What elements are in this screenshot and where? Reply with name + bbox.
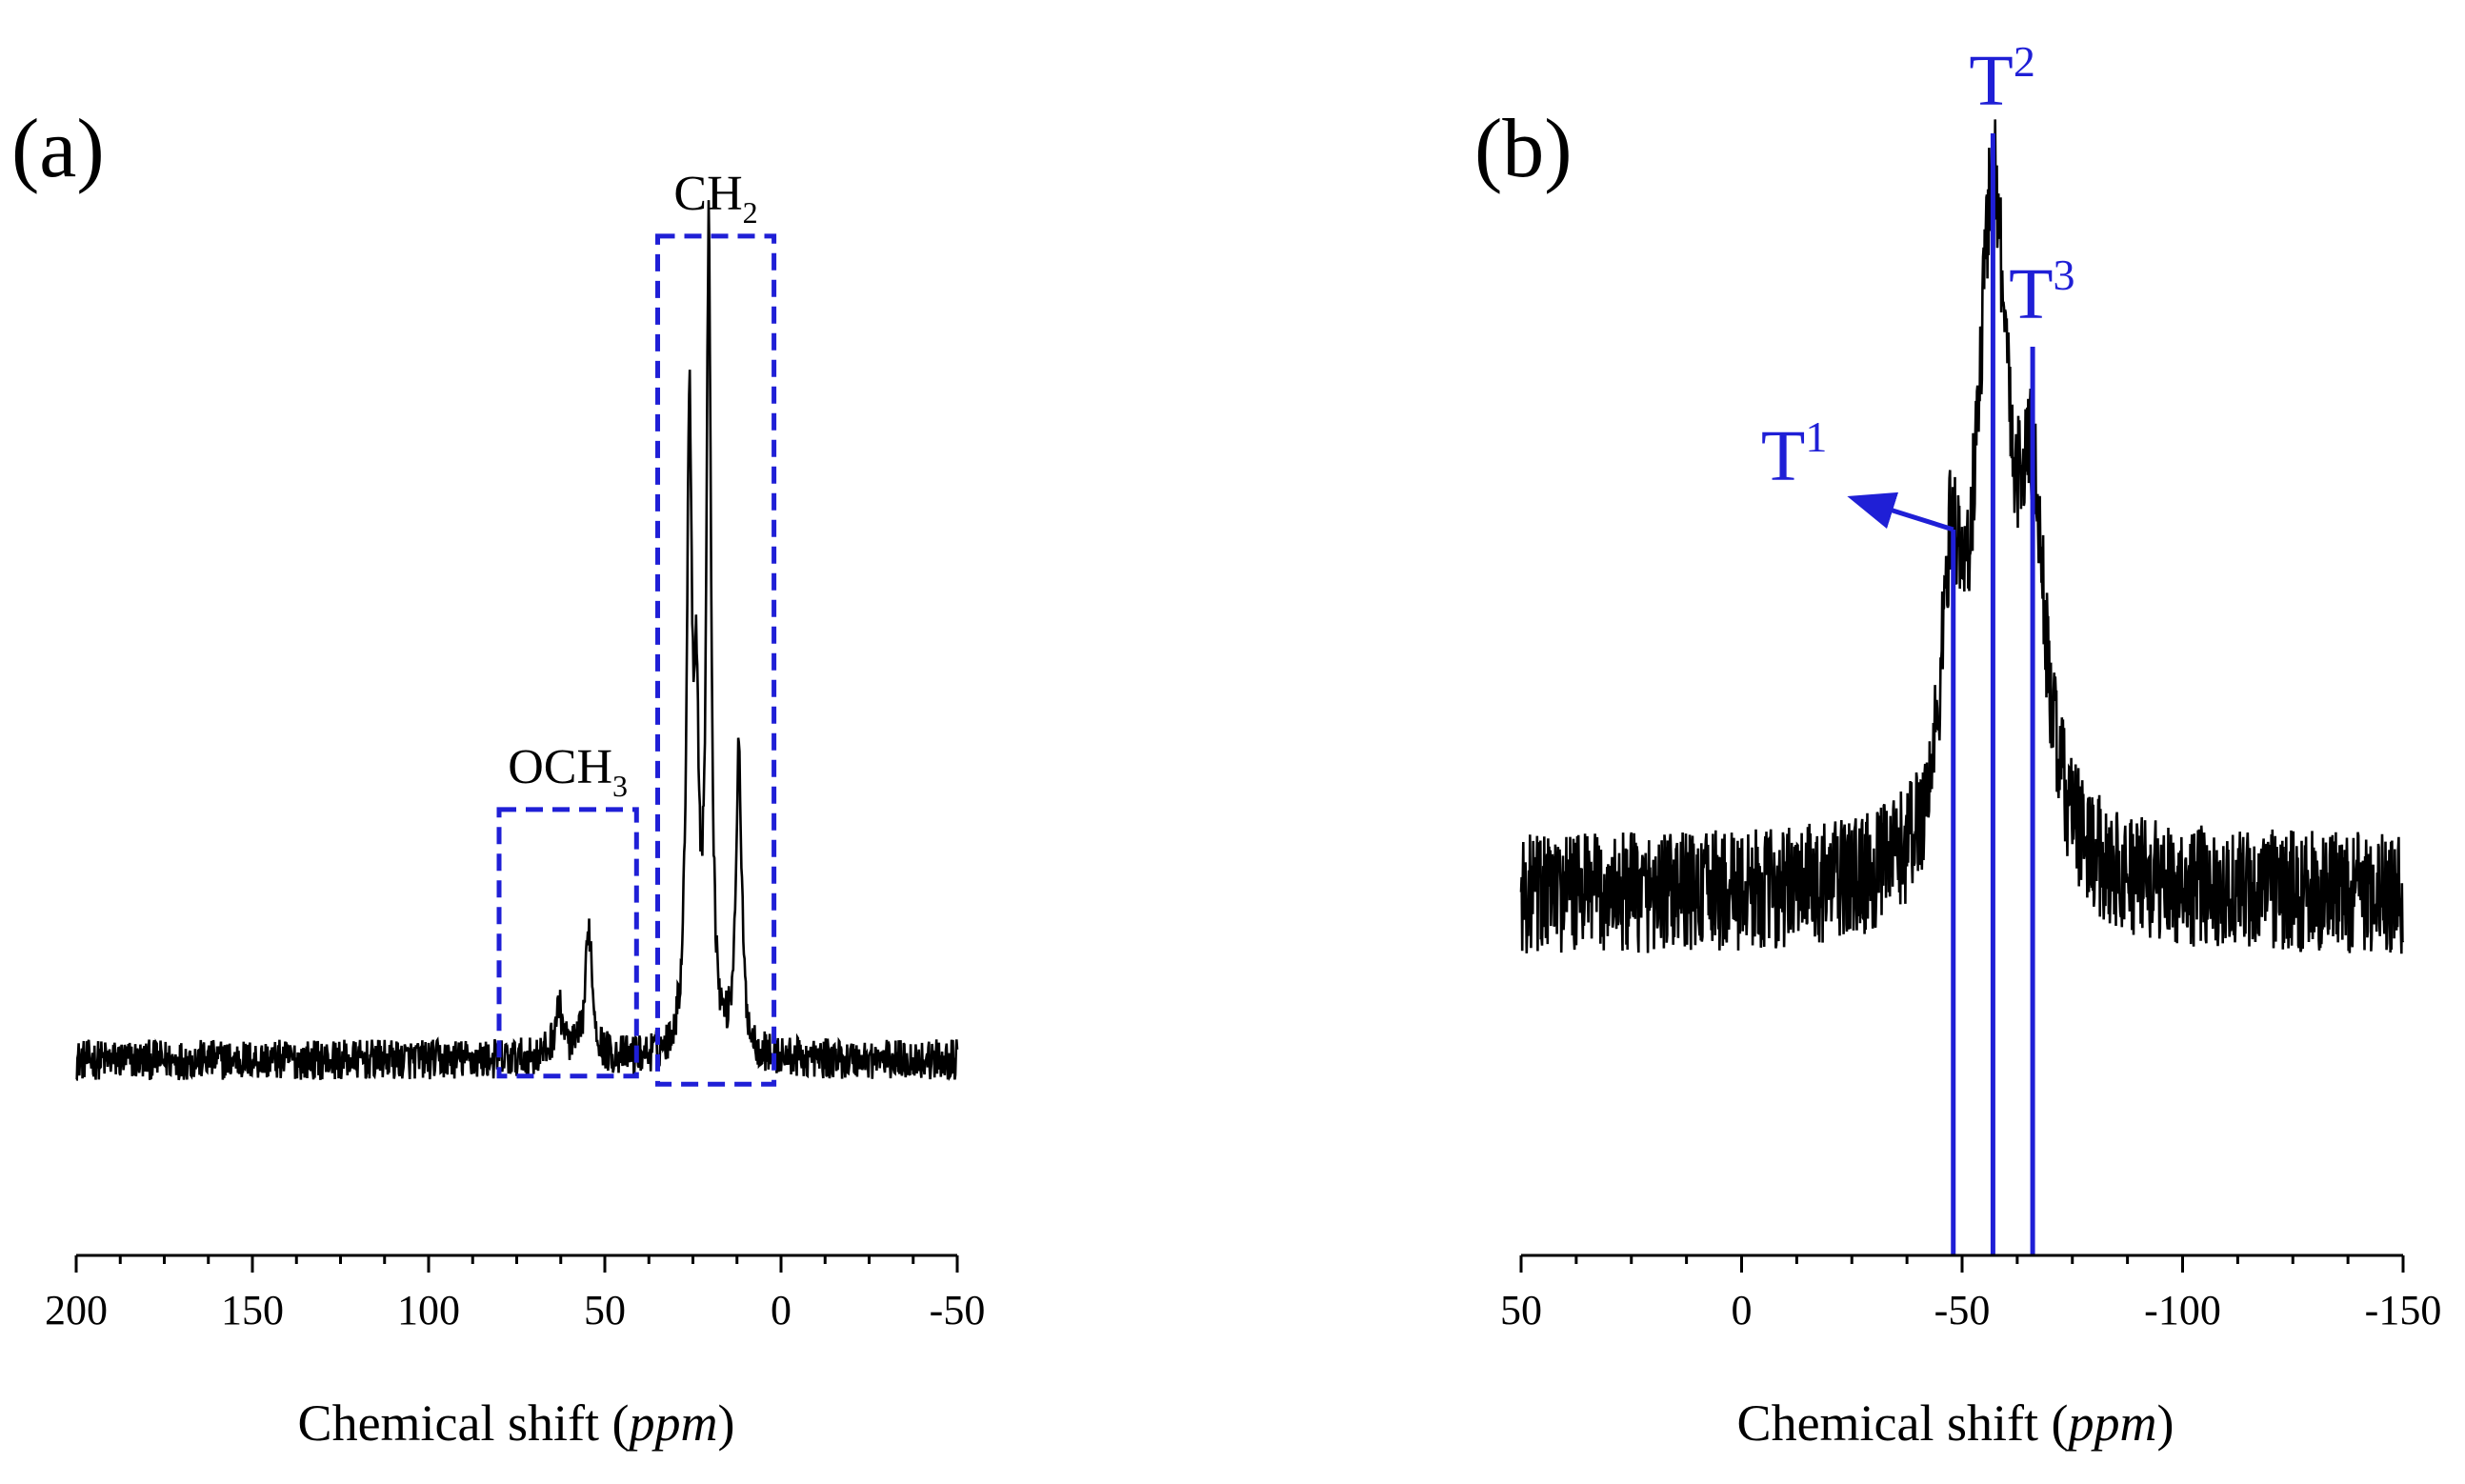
panel-a-och3-label: OCH3	[508, 740, 628, 803]
panel-b-tick-label: -100	[2144, 1287, 2221, 1334]
panel-a-x-axis: 200 150 100 50 0 -50	[45, 1253, 986, 1334]
panel-b-tick-label: -150	[2365, 1287, 2442, 1334]
panel-a-label: (a)	[11, 103, 105, 195]
panel-a-region-ch2-box	[655, 233, 777, 1087]
marker-label-letter: T	[1969, 41, 2013, 121]
panel-a-tick-label: -50	[930, 1287, 986, 1334]
panel-a-x-axis-title: Chemical shift (ppm)	[298, 1394, 735, 1452]
panel-b-x-axis-title: Chemical shift (ppm)	[1737, 1394, 2174, 1452]
panel-b-x-axis: 50 0 -50 -100 -150	[1500, 1253, 2442, 1334]
panel-a: (a) OCH3 CH2 200 150 100 50 0 -50 Chemical sh…	[11, 103, 985, 1452]
panel-b-label: (b)	[1474, 103, 1573, 195]
panel-a-x-title-main: Chemical shift (	[298, 1394, 630, 1452]
panel-b-x-title-main: Chemical shift (	[1737, 1394, 2069, 1452]
panel-b-tick-label: 50	[1500, 1287, 1542, 1334]
marker-arrow-t1	[1847, 491, 1954, 532]
panel-a-tick-label: 150	[221, 1287, 284, 1334]
marker-label-letter: T	[1761, 416, 1805, 496]
marker-label-t1: T1	[1761, 412, 1827, 496]
ch2-label-main: CH	[673, 167, 742, 221]
och3-label-subscript: 3	[612, 769, 628, 803]
marker-label-superscript: 3	[2054, 251, 2075, 299]
panel-a-x-title-close: )	[717, 1394, 734, 1452]
panel-a-ch2-label: CH2	[673, 167, 757, 230]
panel-a-x-title-unit: ppm	[625, 1394, 717, 1452]
ch2-label-subscript: 2	[743, 195, 758, 230]
panel-b-x-title-close: )	[2156, 1394, 2174, 1452]
panel-a-spectrum-line	[75, 200, 959, 1082]
och3-label-main: OCH	[508, 740, 612, 794]
panel-b-tick-label: 0	[1732, 1287, 1753, 1334]
marker-label-superscript: 2	[2014, 37, 2035, 86]
panel-b-x-title-unit: ppm	[2064, 1394, 2156, 1452]
marker-label-t3: T3	[2009, 251, 2074, 334]
marker-label-letter: T	[2009, 254, 2053, 334]
panel-b-tick-label: -50	[1934, 1287, 1991, 1334]
panel-a-tick-label: 200	[45, 1287, 108, 1334]
marker-label-t2: T2	[1969, 37, 2034, 121]
panel-a-tick-label: 50	[584, 1287, 626, 1334]
panel-a-tick-label: 100	[397, 1287, 460, 1334]
panel-b-spectrum-line	[1519, 119, 2405, 954]
marker-label-superscript: 1	[1805, 412, 1827, 461]
panel-a-tick-label: 0	[771, 1287, 792, 1334]
panel-a-region-och3-box	[496, 807, 639, 1079]
